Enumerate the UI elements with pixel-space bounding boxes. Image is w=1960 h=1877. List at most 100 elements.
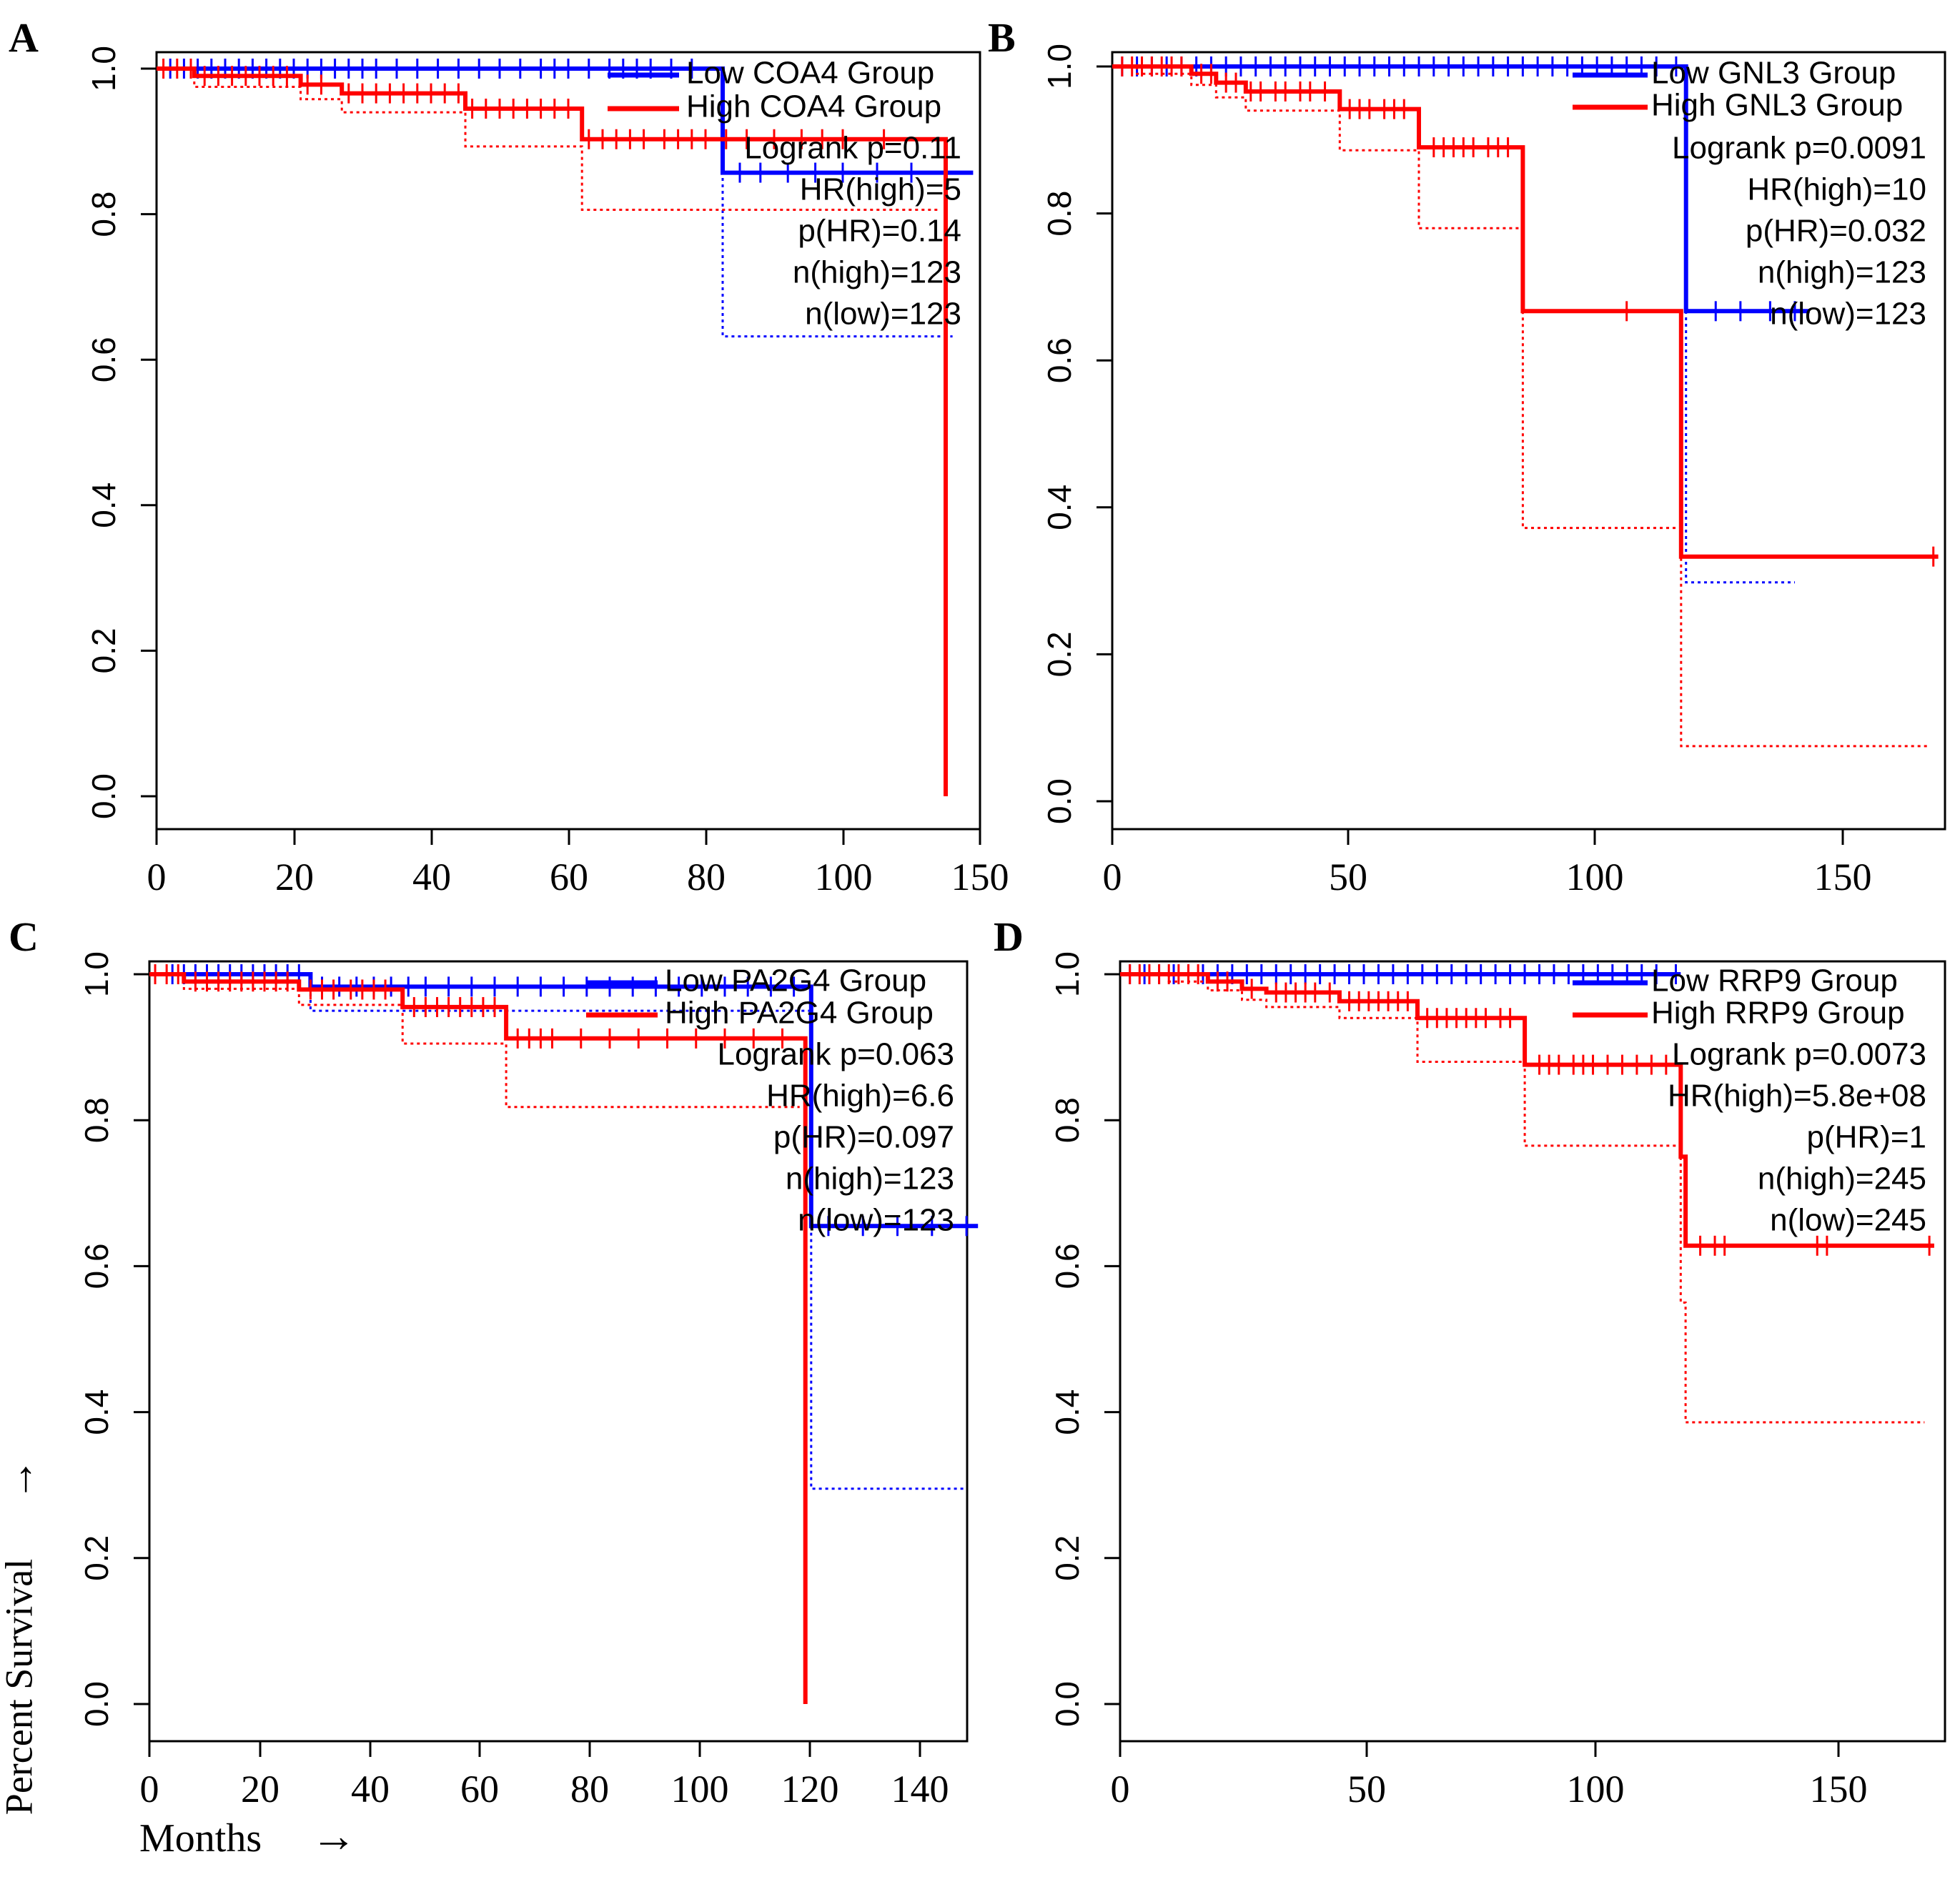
y-tick-label: 0.2 xyxy=(78,1535,115,1581)
y-tick-label: 0.4 xyxy=(1041,485,1078,530)
legend-label-low: Low GNL3 Group xyxy=(1651,56,1896,91)
stat-label: Logrank p=0.11 xyxy=(744,131,961,166)
plot-frame xyxy=(1111,51,1946,831)
x-tick-label: 60 xyxy=(460,1768,499,1811)
plot-frame xyxy=(1119,960,1946,1743)
stat-label: Logrank p=0.0073 xyxy=(1672,1037,1926,1072)
y-tick-label: 1.0 xyxy=(78,951,115,997)
x-tick-label: 140 xyxy=(891,1768,949,1811)
x-tick-label: 50 xyxy=(1347,1768,1386,1811)
legend-label-low: Low PA2G4 Group xyxy=(665,964,926,999)
survival-line xyxy=(1112,64,1939,559)
y-tick-label: 0.8 xyxy=(1041,191,1078,237)
ci-line xyxy=(1685,66,1795,584)
y-tick-label: 0.2 xyxy=(1049,1535,1086,1581)
stat-label: Logrank p=0.063 xyxy=(717,1037,954,1072)
y-tick-label: 0.4 xyxy=(78,1390,115,1435)
x-tick-label: 80 xyxy=(570,1768,609,1811)
panel-a: A 0.0 0.2 0.4 0.6 0.8 1.0 0 20 40 60 80 100 150 Low CO… xyxy=(9,14,1009,898)
plot-frame xyxy=(148,960,969,1743)
x-tick-label: 0 xyxy=(1103,856,1122,898)
y-tick-label: 0.0 xyxy=(1041,778,1078,824)
stat-label: n(low)=123 xyxy=(1770,297,1926,332)
stat-label: HR(high)=5 xyxy=(800,172,961,207)
y-tick-label: 0.8 xyxy=(85,192,122,237)
survival-line xyxy=(149,972,808,1704)
ci-line xyxy=(1136,66,1929,748)
x-tick-label: 20 xyxy=(241,1768,279,1811)
stat-label: n(high)=123 xyxy=(793,255,961,290)
y-tick-label: 0.6 xyxy=(1049,1243,1086,1289)
y-tick-label: 0.2 xyxy=(1041,631,1078,677)
stat-label: n(low)=245 xyxy=(1770,1203,1926,1238)
ci-line xyxy=(182,974,800,1109)
panel-letter: C xyxy=(9,913,39,960)
x-tick-label: 50 xyxy=(1329,856,1367,898)
stat-label: n(low)=123 xyxy=(798,1203,954,1238)
x-tick-label: 60 xyxy=(550,856,588,898)
panel-c: C 0.0 0.2 0.4 0.6 0.8 1.0 0 20 40 60 80 100 120 140 Low… xyxy=(9,913,979,1811)
x-tick-label: 120 xyxy=(781,1768,839,1811)
panel-letter: B xyxy=(988,14,1016,61)
ci-line xyxy=(721,69,953,338)
legend-label-high: High RRP9 Group xyxy=(1651,996,1905,1031)
panel-d: D 0.0 0.2 0.4 0.6 0.8 1.0 0 50 100 150 Low RRP9 Gro… xyxy=(994,913,1946,1811)
x-tick-label: 150 xyxy=(1814,856,1872,898)
y-tick-label: 0.6 xyxy=(1041,337,1078,383)
x-tick-label: 0 xyxy=(1111,1768,1130,1811)
legend-label-high: High PA2G4 Group xyxy=(665,996,934,1031)
x-axis-title: Months xyxy=(139,1816,262,1861)
legend-label-high: High COA4 Group xyxy=(686,89,941,124)
x-tick-label: 150 xyxy=(951,856,1009,898)
y-axis-title: Percent Survival xyxy=(0,1559,40,1815)
panel-letter: D xyxy=(994,913,1024,960)
x-tick-label: 0 xyxy=(147,856,167,898)
stat-label: HR(high)=10 xyxy=(1747,172,1926,207)
ci-line xyxy=(1167,974,1925,1424)
y-tick-label: 0.6 xyxy=(78,1243,115,1289)
legend-label-high: High GNL3 Group xyxy=(1651,88,1903,123)
stat-label: p(HR)=0.032 xyxy=(1746,214,1926,249)
survival-line xyxy=(149,972,979,1229)
legend-label-low: Low COA4 Group xyxy=(686,56,934,91)
panel-b: B 0.0 0.2 0.4 0.6 0.8 1.0 0 50 100 150 Low GNL3 Gro… xyxy=(988,14,1946,898)
stat-label: n(high)=245 xyxy=(1758,1162,1926,1197)
y-tick-label: 0.0 xyxy=(78,1681,115,1727)
y-tick-label: 0.8 xyxy=(1049,1097,1086,1143)
y-tick-label: 0.0 xyxy=(1049,1681,1086,1727)
panel-letter: A xyxy=(9,14,39,61)
x-tick-label: 100 xyxy=(1567,1768,1625,1811)
y-tick-label: 0.6 xyxy=(85,337,122,382)
stat-label: n(high)=123 xyxy=(1758,255,1926,290)
y-tick-label: 1.0 xyxy=(85,46,122,91)
y-tick-label: 0.4 xyxy=(1049,1390,1086,1435)
x-axis-arrow: → xyxy=(311,1811,357,1861)
x-tick-label: 40 xyxy=(412,856,451,898)
x-tick-label: 80 xyxy=(687,856,726,898)
stat-label: HR(high)=6.6 xyxy=(766,1079,954,1114)
stat-label: n(low)=123 xyxy=(805,297,961,332)
x-tick-label: 100 xyxy=(815,856,873,898)
x-tick-label: 100 xyxy=(1566,856,1624,898)
x-tick-label: 40 xyxy=(351,1768,390,1811)
x-tick-label: 0 xyxy=(140,1768,159,1811)
y-tick-label: 0.0 xyxy=(85,773,122,819)
x-tick-label: 100 xyxy=(671,1768,729,1811)
y-tick-label: 0.8 xyxy=(78,1097,115,1143)
y-tick-label: 1.0 xyxy=(1041,44,1078,89)
x-tick-label: 150 xyxy=(1810,1768,1868,1811)
y-tick-label: 0.4 xyxy=(85,482,122,528)
stat-label: Logrank p=0.0091 xyxy=(1672,131,1926,166)
stat-label: p(HR)=0.14 xyxy=(798,214,961,249)
stat-label: n(high)=123 xyxy=(786,1162,954,1197)
plot-frame xyxy=(155,51,981,831)
legend-label-low: Low RRP9 Group xyxy=(1651,964,1898,999)
stat-label: p(HR)=1 xyxy=(1807,1120,1927,1155)
stat-label: HR(high)=5.8e+08 xyxy=(1668,1079,1926,1114)
y-axis-arrow: → xyxy=(0,1458,42,1501)
y-tick-label: 1.0 xyxy=(1049,951,1086,997)
stat-label: p(HR)=0.097 xyxy=(773,1120,954,1155)
x-tick-label: 20 xyxy=(275,856,314,898)
y-tick-label: 0.2 xyxy=(85,628,122,673)
